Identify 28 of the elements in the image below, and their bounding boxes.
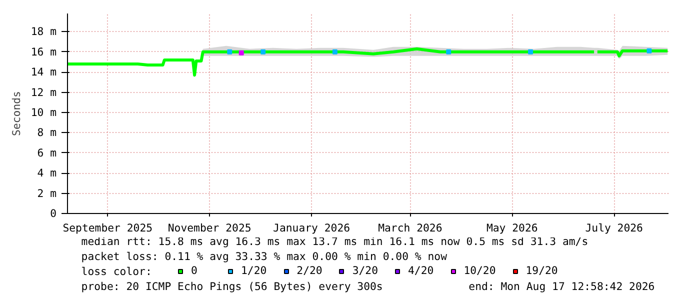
text: packet loss: 0.11 % avg 33.33 % max 0.00 % min 0.00 % now <box>81 250 448 263</box>
legend-label: 0 <box>191 264 198 277</box>
y-tick-label: 8 m <box>37 126 57 140</box>
y-tick-label: 18 m <box>30 25 57 38</box>
x-tick-label: January 2026 <box>273 222 350 234</box>
x-tick-label: September 2025 <box>62 222 153 234</box>
x-tick-label: March 2026 <box>378 222 442 234</box>
legend-title: loss color: <box>81 265 152 278</box>
legend-label: 4/20 <box>408 264 434 277</box>
y-tick-label: 0 <box>50 207 57 220</box>
text: end: Mon Aug 17 12:58:42 2026 <box>468 280 655 293</box>
y-tick-label: 2 m <box>37 186 57 200</box>
legend-label: 10/20 <box>464 264 496 277</box>
y-tick-label: 6 m <box>37 146 57 160</box>
x-tick-label: May 2026 <box>486 222 538 234</box>
y-tick-label: 14 m <box>30 66 57 79</box>
legend-label: 19/20 <box>526 264 558 277</box>
y-tick-label: 10 m <box>30 106 57 119</box>
text: probe: 20 ICMP Echo Pings (56 Bytes) every 300s <box>81 280 383 293</box>
legend-label: 3/20 <box>352 264 378 277</box>
x-tick-label: July 2026 <box>585 222 643 234</box>
y-tick-label: 4 m <box>37 166 57 180</box>
x-tick-label: November 2025 <box>168 222 252 234</box>
y-axis-title: Seconds <box>10 91 23 136</box>
y-tick-label: 12 m <box>30 86 57 99</box>
legend-label: 1/20 <box>241 264 267 277</box>
y-tick-label: 16 m <box>30 45 57 58</box>
legend-label: 2/20 <box>296 264 322 277</box>
